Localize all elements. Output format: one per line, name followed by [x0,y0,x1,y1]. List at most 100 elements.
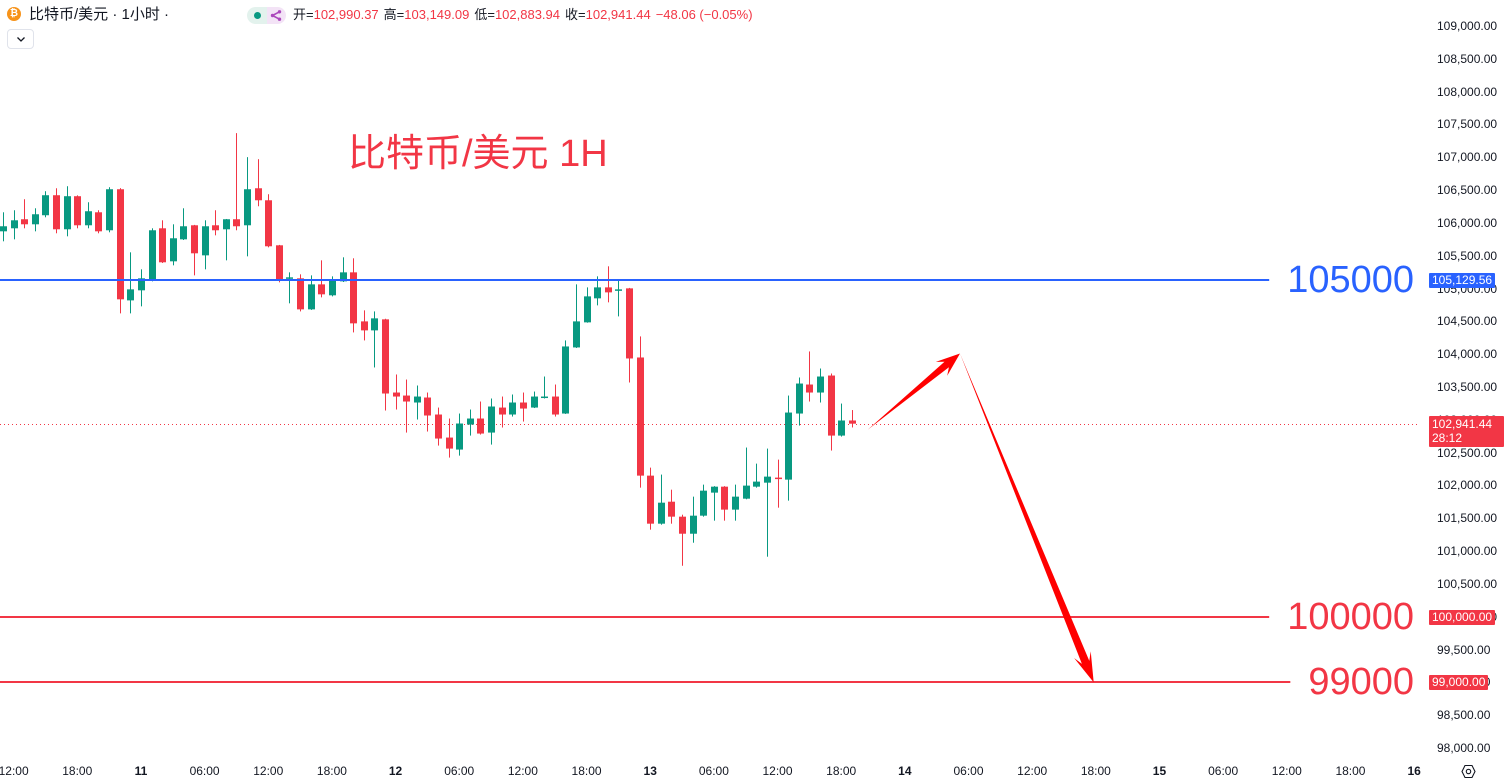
share-toggle[interactable] [267,7,286,24]
candle-body [700,490,707,516]
legend-collapse-button[interactable] [7,29,34,49]
candle-body [117,189,124,300]
candle-body [403,395,410,402]
level-label: 100000 [1287,596,1414,638]
low-value: 102,883.94 [494,7,561,22]
time-tick-label: 12:00 [1271,764,1302,778]
candle [562,340,569,414]
time-tick-label: 11 [134,764,148,778]
candle [170,224,177,266]
time-axis[interactable]: 12:00 18:00 11 06:00 12:00 18:00 12 06:00 12:00 1… [0,757,1421,784]
time-tick-label: 12 [388,764,403,778]
candle-wick [130,252,131,314]
candle [106,187,113,233]
ohlc-close: 收=102,941.44 [565,7,651,23]
candle [584,287,591,323]
candle-wick [714,486,715,521]
candle-body [329,280,336,296]
price-tick-label: 106,000.00 [1437,215,1498,230]
candle-wick [809,351,810,402]
price-tick-label: 107,500.00 [1437,117,1498,132]
symbol-title[interactable]: 比特币/美元 · 1小时 · [29,6,170,23]
chart-pane[interactable]: 105000 100000 99000 [0,0,1420,757]
high-label: 高= [383,7,405,22]
candle-body [21,219,28,225]
candle [849,410,856,428]
candle-body [679,516,686,534]
price-tick-label: 108,500.00 [1437,51,1498,66]
price-tick-label: 102,500.00 [1437,445,1498,460]
target-99000-line[interactable]: 99000 [0,661,1420,703]
candle [233,133,240,231]
price-tick-label: 100,500.00 [1437,576,1498,591]
arrow-down-icon[interactable] [960,353,1094,683]
candle-body [509,402,516,415]
price-change: −48.06 (−0.05%) [655,7,753,22]
candle-body [106,189,113,231]
candle-body [690,515,697,534]
candle-body [361,321,368,331]
candle [753,463,760,488]
candle-body [53,195,60,230]
current-price-value: 102,941.44 [1432,417,1493,431]
candle [573,284,580,348]
candle-body [753,481,760,487]
close-value: 102,941.44 [585,7,651,22]
candle-body [95,212,102,232]
candle [382,318,389,411]
time-tick-label: 18:00 [1335,764,1366,778]
candle-body [531,396,538,408]
candle-body [308,284,315,310]
candle-body [817,376,824,393]
candle-wick [289,272,290,304]
candle [626,287,633,383]
candle [32,208,39,232]
candle [286,272,293,304]
candle-body [32,214,39,225]
candle-body [488,406,495,433]
price-axis[interactable]: 109,000.00 108,500.00 108,000.00 107,500.00… [1420,0,1504,757]
candle-body [42,195,49,216]
candle-body [605,287,612,293]
candle-wick [374,311,375,368]
time-tick-label: 12:00 [507,764,538,778]
candle [265,194,272,248]
candle-body [223,219,230,230]
candle-body [562,346,569,414]
candle [690,496,697,543]
candle-body [244,189,251,226]
time-tick-label: 06:00 [1208,764,1239,778]
candle-body [658,502,665,524]
resistance-105000-line[interactable]: 105000 [0,259,1420,301]
candle [806,351,813,402]
candle-body [838,420,845,436]
candle [467,409,474,436]
price-tick-label: 101,500.00 [1437,511,1498,526]
time-tick-label: 18:00 [826,764,857,778]
candle [414,385,421,420]
candle [159,220,166,263]
candle [297,274,304,312]
candle-body [785,412,792,480]
candle [721,486,728,521]
candle-body [477,418,484,434]
arrow-up-icon[interactable] [867,353,960,430]
chart-settings-button[interactable] [1461,764,1476,779]
candle-body [382,319,389,394]
candle-body [149,230,156,280]
time-tick-label: 13 [643,764,657,778]
candle [647,467,654,530]
candle-wick [258,159,259,207]
ohlc-values: 开=102,990.37 高=103,149.09 低=102,883.94 收… [293,7,758,23]
candle [53,188,60,234]
resistance-105000-price-label: 105,129.56 [1429,272,1496,288]
high-value: 103,149.09 [404,7,470,22]
support-100000-line[interactable]: 100000 [0,596,1420,638]
candle [371,311,378,368]
candle-body [647,475,654,524]
candle [329,276,336,297]
chart-annotation-title[interactable]: 比特币/美元 1H [348,133,608,175]
candle-body [743,485,750,499]
time-tick-label: 06:00 [444,764,475,778]
legend-status-pill[interactable] [247,7,286,24]
